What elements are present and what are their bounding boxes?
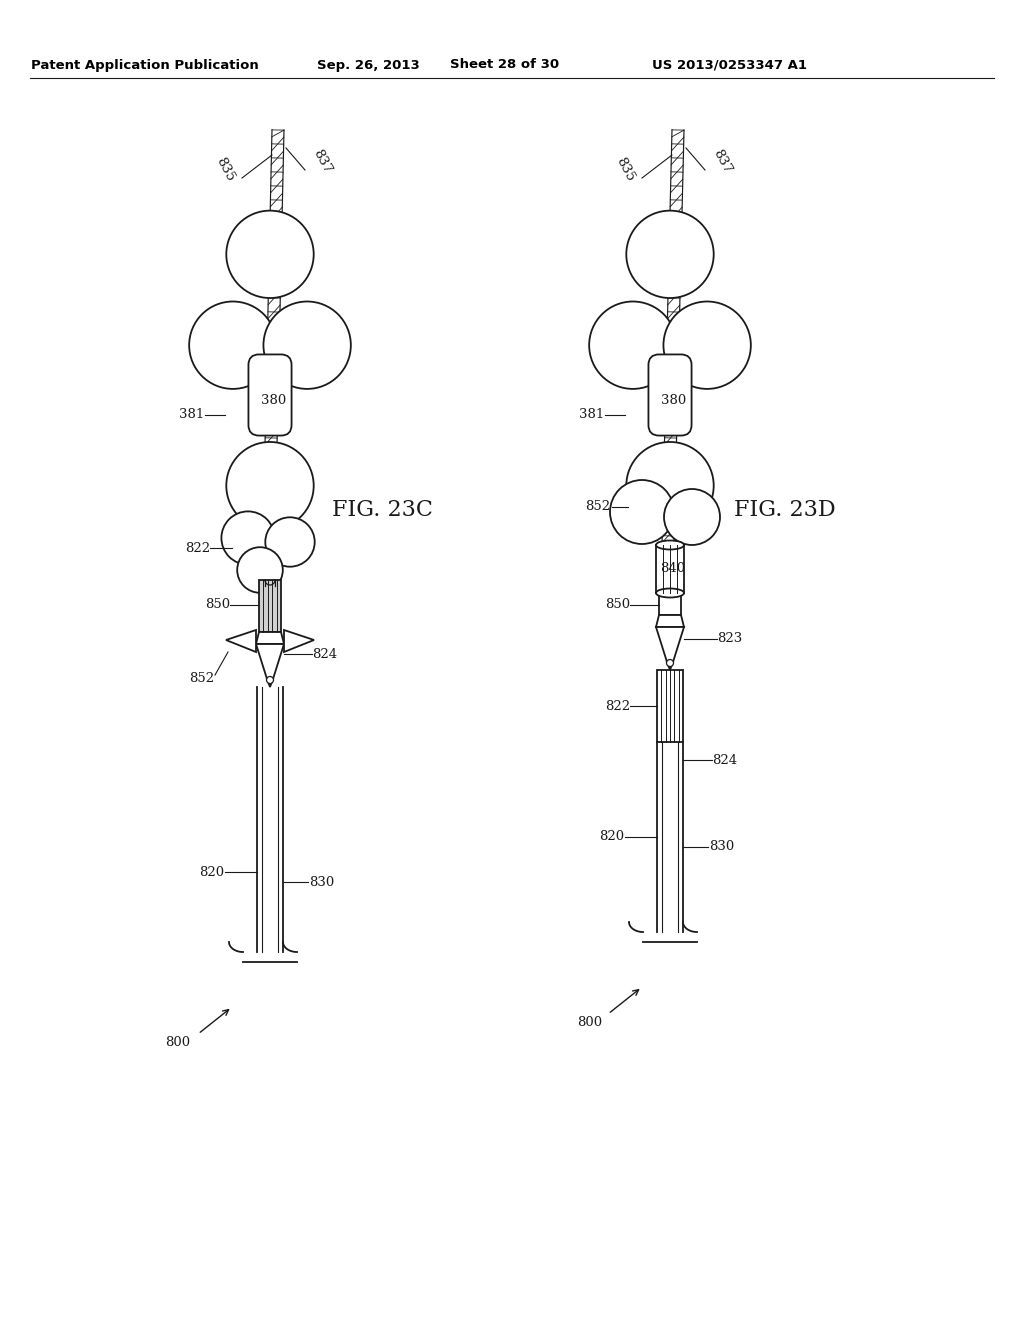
- FancyBboxPatch shape: [648, 355, 691, 436]
- Circle shape: [226, 211, 313, 298]
- Circle shape: [189, 301, 276, 389]
- Polygon shape: [267, 678, 273, 686]
- Text: Sep. 26, 2013: Sep. 26, 2013: [316, 58, 420, 71]
- Text: 800: 800: [578, 1015, 602, 1028]
- Text: 852: 852: [189, 672, 215, 685]
- Circle shape: [266, 676, 273, 684]
- Circle shape: [667, 660, 674, 667]
- Text: 800: 800: [166, 1035, 190, 1048]
- Polygon shape: [667, 663, 673, 671]
- Ellipse shape: [656, 589, 684, 598]
- Text: 837: 837: [711, 148, 733, 177]
- Circle shape: [263, 301, 351, 389]
- Bar: [656, 545, 684, 593]
- Text: 822: 822: [605, 700, 631, 713]
- Circle shape: [627, 211, 714, 298]
- Circle shape: [589, 301, 677, 389]
- FancyBboxPatch shape: [249, 355, 292, 436]
- Circle shape: [226, 442, 313, 529]
- Text: 822: 822: [185, 541, 211, 554]
- Text: 381: 381: [179, 408, 205, 421]
- Bar: [657, 671, 683, 742]
- Text: 850: 850: [605, 598, 631, 611]
- Circle shape: [610, 480, 674, 544]
- Circle shape: [664, 301, 751, 389]
- Circle shape: [627, 442, 714, 529]
- Text: 830: 830: [309, 875, 335, 888]
- Circle shape: [664, 488, 720, 545]
- Text: 823: 823: [718, 632, 742, 645]
- Text: 830: 830: [710, 841, 734, 854]
- Text: 820: 820: [599, 830, 625, 843]
- Bar: [659, 593, 681, 615]
- Circle shape: [265, 517, 314, 566]
- Polygon shape: [256, 644, 284, 678]
- Circle shape: [238, 548, 283, 593]
- Text: 835: 835: [613, 156, 637, 185]
- Text: FIG. 23D: FIG. 23D: [734, 499, 836, 521]
- Ellipse shape: [656, 540, 684, 549]
- Text: 820: 820: [200, 866, 224, 879]
- Bar: [259, 579, 281, 632]
- Text: 852: 852: [586, 500, 610, 513]
- Text: 837: 837: [310, 148, 334, 177]
- Text: 835: 835: [213, 156, 237, 185]
- Circle shape: [221, 511, 274, 565]
- Polygon shape: [656, 627, 684, 663]
- Text: 850: 850: [206, 598, 230, 611]
- Polygon shape: [284, 630, 314, 652]
- Polygon shape: [656, 615, 684, 627]
- Text: FIG. 23C: FIG. 23C: [332, 499, 432, 521]
- Text: US 2013/0253347 A1: US 2013/0253347 A1: [652, 58, 808, 71]
- Polygon shape: [256, 632, 284, 644]
- Text: 381: 381: [580, 408, 604, 421]
- Text: 840: 840: [660, 562, 685, 576]
- Text: Sheet 28 of 30: Sheet 28 of 30: [451, 58, 559, 71]
- Text: 824: 824: [713, 754, 737, 767]
- Text: 380: 380: [261, 393, 287, 407]
- Polygon shape: [226, 630, 256, 652]
- Text: 824: 824: [312, 648, 338, 660]
- Text: Patent Application Publication: Patent Application Publication: [31, 58, 259, 71]
- Text: 380: 380: [662, 393, 687, 407]
